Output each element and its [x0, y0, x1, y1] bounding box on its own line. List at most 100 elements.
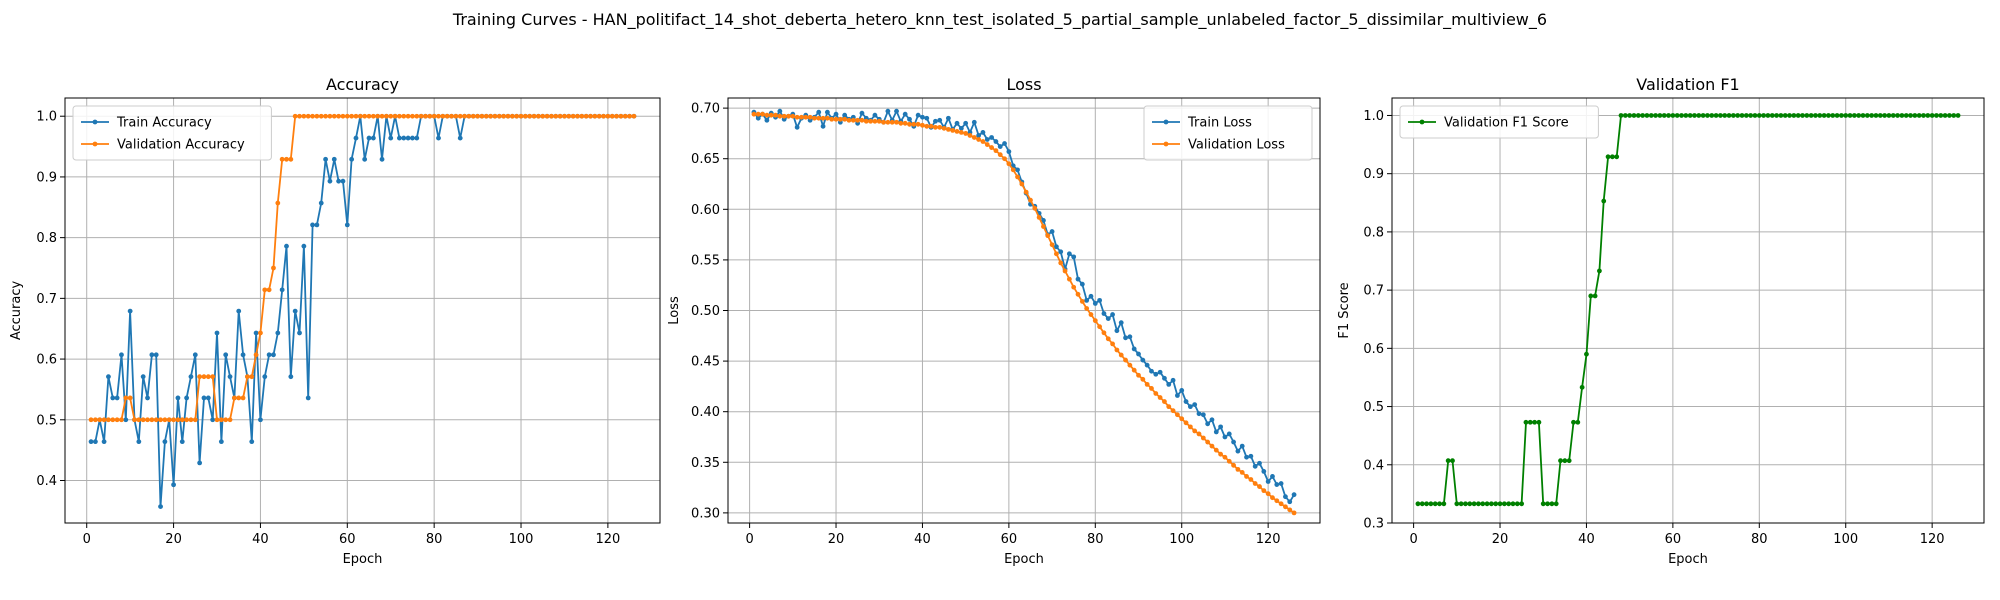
data-point [466, 113, 472, 119]
data-point [162, 439, 168, 445]
data-point [1575, 419, 1581, 425]
data-point [631, 113, 637, 119]
data-point [140, 374, 146, 380]
legend: Train Loss Validation Loss [1143, 105, 1313, 161]
data-point [401, 135, 407, 141]
data-point [323, 156, 328, 162]
data-point [1588, 293, 1594, 299]
data-point [885, 119, 891, 125]
data-point [1679, 113, 1684, 118]
data-point [149, 417, 155, 423]
data-point [1644, 113, 1650, 118]
legend: Validation F1 Score [1399, 105, 1599, 139]
data-point [1834, 113, 1840, 118]
data-point [1450, 458, 1455, 464]
x-tick-label: 40 [252, 532, 269, 547]
data-point [288, 374, 294, 380]
data-point [1066, 251, 1072, 257]
data-point [531, 113, 537, 119]
data-point [210, 374, 216, 380]
data-point [1205, 439, 1211, 445]
data-point [850, 117, 856, 123]
data-point [271, 265, 276, 271]
data-point [340, 113, 346, 119]
data-point [496, 113, 502, 119]
data-point [842, 112, 848, 118]
x-tick-label: 120 [1256, 532, 1281, 547]
data-point [1209, 443, 1215, 449]
y-tick-label: 0.9 [36, 170, 57, 185]
data-point [816, 109, 822, 115]
data-point [1257, 484, 1262, 489]
y-tick-label: 0.60 [691, 203, 720, 218]
data-point [414, 135, 420, 141]
data-point [1683, 113, 1689, 118]
data-point [110, 395, 116, 401]
data-point [859, 117, 865, 123]
data-point [1709, 113, 1715, 118]
data-point [1283, 494, 1288, 500]
data-point [1692, 113, 1697, 118]
data-point [549, 113, 554, 119]
x-tick-label: 20 [1492, 532, 1509, 547]
data-point [1579, 384, 1585, 390]
y-tick-label: 0.50 [691, 304, 720, 319]
data-point [1791, 113, 1797, 118]
y-tick-label: 0.7 [1363, 284, 1384, 299]
data-point [1640, 113, 1646, 118]
data-point [1041, 218, 1046, 223]
data-point [997, 152, 1003, 158]
data-point [188, 374, 194, 380]
data-point [1066, 276, 1072, 282]
data-point [1903, 113, 1909, 118]
data-point [1270, 474, 1275, 479]
data-point [1519, 501, 1525, 507]
data-point [231, 395, 237, 401]
data-point [1248, 453, 1254, 459]
data-point [505, 113, 511, 119]
data-point [824, 115, 830, 121]
legend-box [72, 105, 272, 161]
data-point [1869, 113, 1875, 118]
y-tick-label: 0.4 [36, 474, 57, 489]
data-point [535, 113, 541, 119]
data-point [1192, 428, 1198, 434]
x-axis-label: Epoch [1004, 552, 1044, 567]
data-point [1079, 298, 1085, 304]
data-point [1136, 372, 1141, 378]
data-point [958, 125, 964, 131]
data-point [915, 121, 921, 127]
data-point [1437, 501, 1442, 507]
data-point [894, 108, 899, 114]
data-point [824, 109, 830, 115]
data-point [1239, 443, 1245, 449]
data-point [872, 118, 878, 124]
data-point [379, 156, 385, 162]
data-point [1123, 357, 1128, 363]
data-point [1921, 113, 1926, 118]
data-point [1648, 113, 1654, 118]
data-point [1058, 260, 1064, 266]
data-point [1002, 141, 1007, 146]
data-point [583, 113, 589, 119]
data-point [423, 113, 428, 119]
data-point [1501, 501, 1507, 507]
data-point [1847, 113, 1853, 118]
data-point [258, 330, 263, 336]
data-point [1467, 501, 1473, 507]
y-tick-label: 0.6 [1363, 342, 1384, 357]
data-point [1162, 399, 1167, 404]
axes-frame [1391, 97, 1985, 524]
data-point [579, 113, 585, 119]
data-point [933, 118, 938, 124]
data-point [1140, 376, 1146, 382]
subplot-title: Validation F1 [1636, 75, 1739, 94]
data-point [318, 113, 324, 119]
data-point [1696, 113, 1702, 118]
data-point [1912, 113, 1918, 118]
data-point [1925, 113, 1931, 118]
data-point [462, 113, 467, 119]
x-tick-label: 100 [1833, 532, 1858, 547]
data-point [331, 113, 337, 119]
